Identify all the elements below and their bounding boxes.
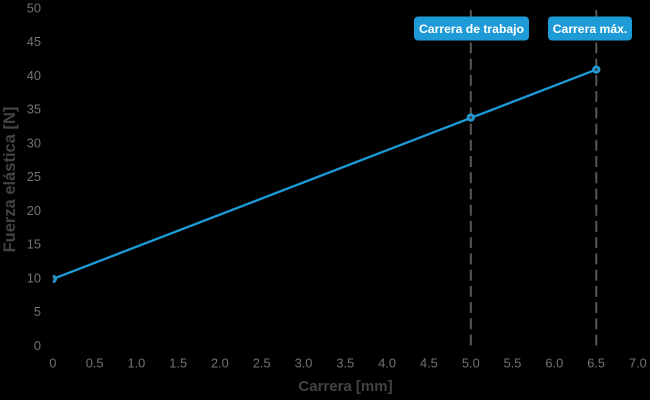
svg-text:35: 35 (27, 102, 41, 117)
svg-text:30: 30 (27, 135, 41, 150)
svg-text:0: 0 (49, 355, 56, 370)
svg-text:0.5: 0.5 (86, 355, 104, 370)
svg-text:6.5: 6.5 (587, 355, 605, 370)
svg-text:20: 20 (27, 203, 41, 218)
svg-text:10: 10 (27, 270, 41, 285)
svg-text:5: 5 (34, 304, 41, 319)
svg-text:15: 15 (27, 237, 41, 252)
svg-text:Fuerza elástica [N]: Fuerza elástica [N] (1, 107, 19, 253)
svg-text:3.0: 3.0 (295, 355, 313, 370)
svg-text:1.0: 1.0 (128, 355, 146, 370)
svg-text:40: 40 (27, 68, 41, 83)
svg-text:2.5: 2.5 (253, 355, 271, 370)
svg-text:6.0: 6.0 (545, 355, 563, 370)
svg-text:7.0: 7.0 (629, 355, 647, 370)
svg-text:Carrera [mm]: Carrera [mm] (298, 378, 392, 395)
svg-text:Carrera máx.: Carrera máx. (553, 22, 628, 36)
svg-text:5.0: 5.0 (462, 355, 480, 370)
svg-text:45: 45 (27, 34, 41, 49)
svg-text:3.5: 3.5 (336, 355, 354, 370)
svg-text:50: 50 (27, 1, 41, 16)
svg-text:5.5: 5.5 (504, 355, 522, 370)
svg-text:2.0: 2.0 (211, 355, 229, 370)
svg-text:4.0: 4.0 (378, 355, 396, 370)
svg-text:4.5: 4.5 (420, 355, 438, 370)
svg-text:25: 25 (27, 169, 41, 184)
svg-text:Carrera de trabajo: Carrera de trabajo (419, 22, 524, 36)
svg-text:0: 0 (34, 338, 41, 353)
svg-text:1.5: 1.5 (169, 355, 187, 370)
